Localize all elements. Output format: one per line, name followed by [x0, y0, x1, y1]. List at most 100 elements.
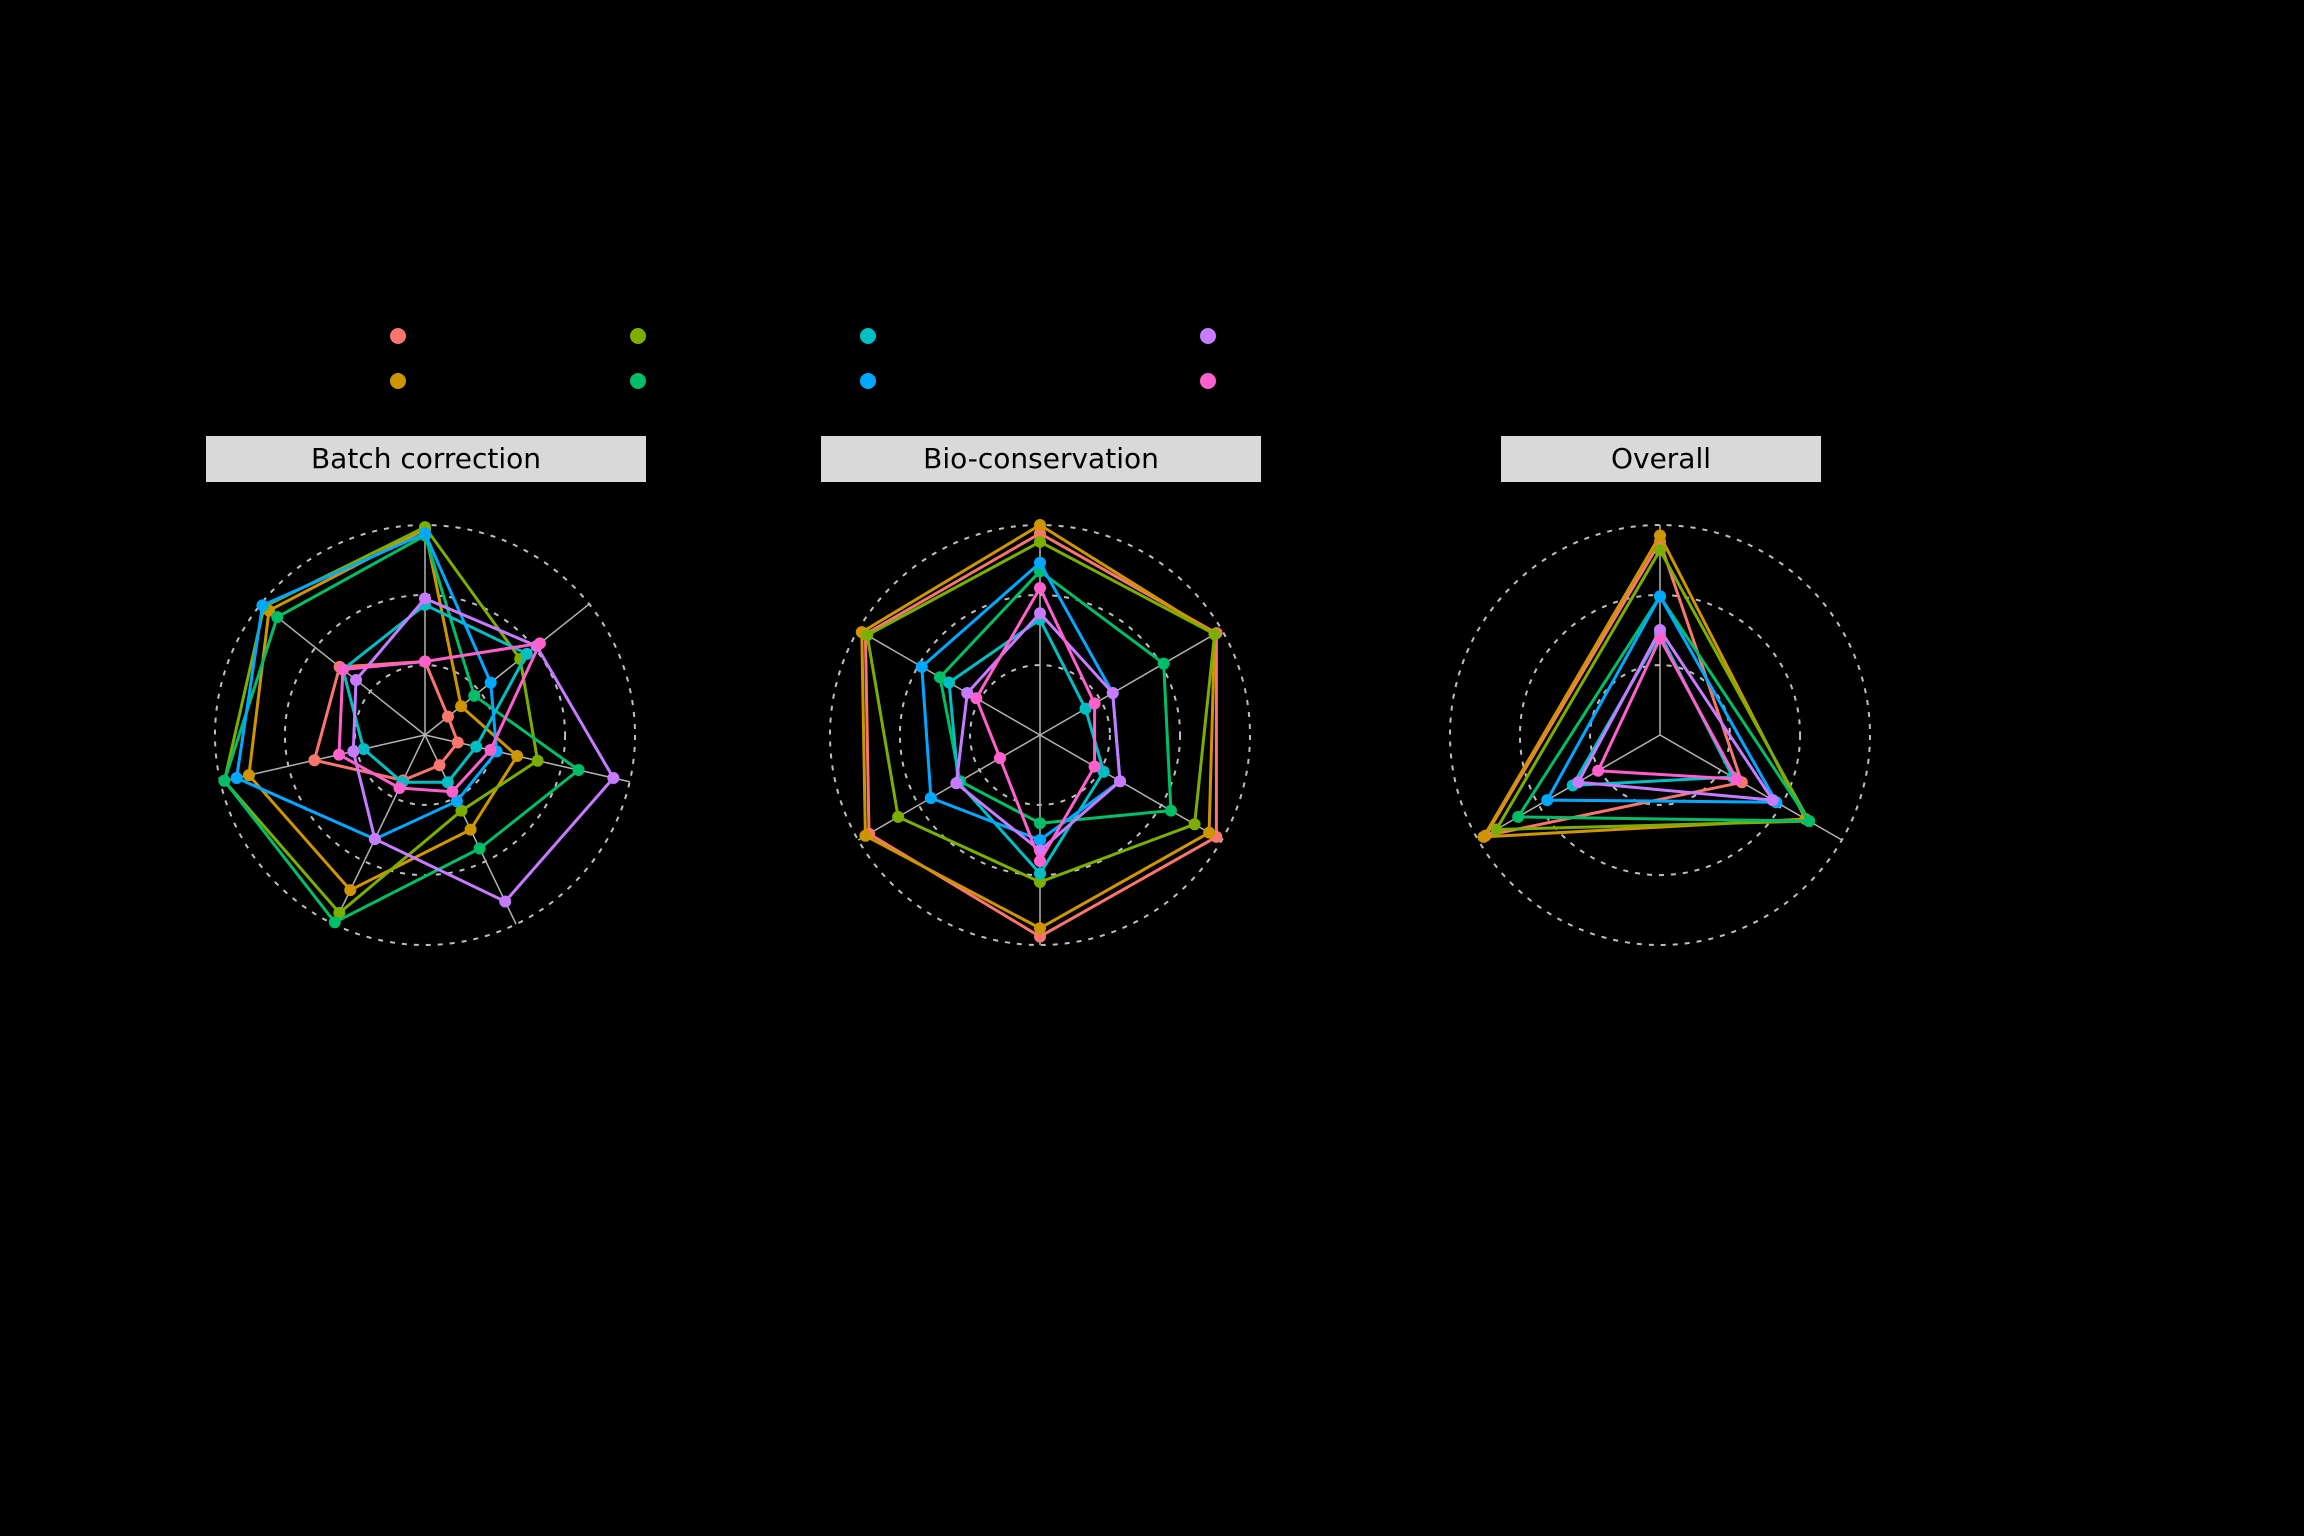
series-marker [1034, 519, 1046, 531]
series-marker [485, 744, 497, 756]
series-marker [534, 637, 546, 649]
series-marker [358, 743, 370, 755]
legend-item: limma [630, 368, 729, 393]
series-marker [1034, 868, 1046, 880]
series-marker [1034, 834, 1046, 846]
series-marker [1089, 698, 1101, 710]
series-marker [1034, 582, 1046, 594]
series-marker [347, 745, 359, 757]
series-marker [1541, 794, 1553, 806]
series-marker [452, 736, 464, 748]
series-marker [419, 527, 431, 539]
series-marker [308, 754, 320, 766]
legend-dot [390, 373, 406, 389]
series-marker [337, 664, 349, 676]
series-marker [1203, 827, 1215, 839]
series-marker [344, 884, 356, 896]
series-marker [218, 775, 230, 787]
legend-label: ComBat [660, 323, 747, 348]
series-marker [474, 843, 486, 855]
legend-item: scVIemb [1200, 368, 1324, 393]
series-marker [1512, 811, 1524, 823]
legend-dot [630, 373, 646, 389]
series-marker [994, 752, 1006, 764]
series-marker [369, 833, 381, 845]
series-marker [861, 629, 873, 641]
series-line [1485, 542, 1741, 836]
series-marker [1654, 632, 1666, 644]
panel-title-bio: Bio-conservation [820, 435, 1262, 483]
series-marker [1592, 765, 1604, 777]
series-marker [521, 648, 533, 660]
series-marker [465, 824, 477, 836]
series-marker [333, 749, 345, 761]
series-marker [329, 916, 341, 928]
series-marker [243, 769, 255, 781]
series-marker [1478, 831, 1490, 843]
series-marker [468, 690, 480, 702]
radar-overall [1410, 485, 1910, 985]
legend-dot [1200, 373, 1216, 389]
series-marker [1034, 536, 1046, 548]
series-marker [573, 764, 585, 776]
legend-dot [630, 328, 646, 344]
series-marker [943, 677, 955, 689]
series-marker [1034, 607, 1046, 619]
series-marker [446, 786, 458, 798]
series-marker [1034, 922, 1046, 934]
series-marker [916, 661, 928, 673]
legend-label: Scanoramaemb [1230, 323, 1403, 348]
series-marker [434, 759, 446, 771]
legend-dot [860, 328, 876, 344]
series-marker [1803, 815, 1815, 827]
legend-dot [860, 373, 876, 389]
series-marker [1654, 544, 1666, 556]
series-marker [1767, 794, 1779, 806]
legend-dot [390, 328, 406, 344]
series-marker [256, 599, 268, 611]
series-marker [1490, 824, 1502, 836]
series-marker [859, 830, 871, 842]
legend-label: Harmonyemb [890, 368, 1039, 393]
series-marker [1158, 658, 1170, 670]
series-marker [419, 593, 431, 605]
series-marker [1107, 687, 1119, 699]
series-marker [1034, 817, 1046, 829]
legend-label: scVIemb [1230, 368, 1324, 393]
series-marker [1654, 530, 1666, 542]
series-marker [511, 750, 523, 762]
series-marker [970, 692, 982, 704]
series-marker [1034, 557, 1046, 569]
legend-item: ComBat [630, 323, 747, 348]
legend-label: MNN [890, 323, 942, 348]
series-marker [455, 700, 467, 712]
series-marker [231, 772, 243, 784]
series-marker [1034, 855, 1046, 867]
legend-label: limma [660, 368, 729, 393]
series-marker [925, 792, 937, 804]
series-marker [442, 711, 454, 723]
series-marker [470, 741, 482, 753]
series-marker [271, 611, 283, 623]
series-marker [1654, 590, 1666, 602]
series-marker [1114, 775, 1126, 787]
series-marker [532, 755, 544, 767]
series-marker [1165, 805, 1177, 817]
series-marker [1730, 773, 1742, 785]
series-marker [1572, 776, 1584, 788]
legend-item: Raw [390, 323, 466, 348]
legend-item: Harmonyemb [860, 368, 1039, 393]
series-marker [892, 811, 904, 823]
series-marker [607, 772, 619, 784]
series-marker [1189, 818, 1201, 830]
series-marker [499, 895, 511, 907]
series-marker [485, 677, 497, 689]
series-marker [393, 782, 405, 794]
series-marker [419, 656, 431, 668]
legend-item: CPM [390, 368, 468, 393]
panel-title-overall: Overall [1500, 435, 1822, 483]
series-marker [350, 674, 362, 686]
series-marker [950, 777, 962, 789]
legend-item: Scanoramaemb [1200, 323, 1403, 348]
series-marker [1209, 628, 1221, 640]
